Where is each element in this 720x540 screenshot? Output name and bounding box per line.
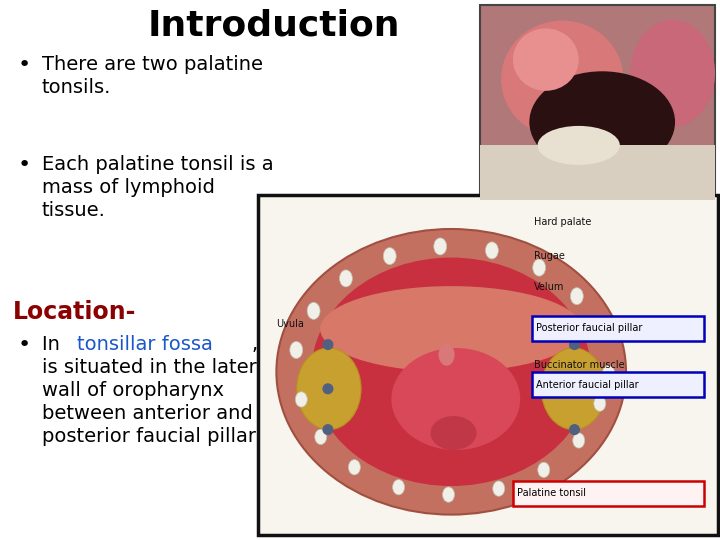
Ellipse shape bbox=[315, 429, 327, 444]
Ellipse shape bbox=[383, 248, 396, 265]
Ellipse shape bbox=[438, 343, 454, 366]
Text: Each palatine tonsil is a: Each palatine tonsil is a bbox=[42, 155, 274, 174]
Ellipse shape bbox=[290, 341, 302, 359]
Text: Anterior faucial pillar: Anterior faucial pillar bbox=[536, 380, 639, 389]
Ellipse shape bbox=[392, 348, 521, 450]
Text: •: • bbox=[18, 55, 31, 75]
Ellipse shape bbox=[392, 480, 405, 495]
Bar bbox=[480, 145, 715, 200]
Text: tonsillar fossa: tonsillar fossa bbox=[77, 335, 213, 354]
Ellipse shape bbox=[443, 487, 454, 502]
Text: tissue.: tissue. bbox=[42, 201, 106, 220]
Ellipse shape bbox=[311, 258, 591, 486]
Ellipse shape bbox=[348, 460, 361, 475]
Text: wall of oropharynx: wall of oropharynx bbox=[42, 381, 224, 400]
Text: Hard palate: Hard palate bbox=[534, 217, 591, 227]
Ellipse shape bbox=[295, 392, 307, 407]
Ellipse shape bbox=[276, 229, 626, 515]
Text: Posterior faucial pillar: Posterior faucial pillar bbox=[536, 323, 642, 333]
FancyBboxPatch shape bbox=[531, 372, 704, 397]
Text: In: In bbox=[42, 335, 66, 354]
Text: Velum: Velum bbox=[534, 282, 564, 292]
Ellipse shape bbox=[538, 126, 620, 165]
Circle shape bbox=[323, 383, 333, 394]
Text: tonsils.: tonsils. bbox=[42, 78, 112, 97]
Text: Introduction: Introduction bbox=[148, 8, 400, 42]
Circle shape bbox=[323, 339, 333, 350]
Text: Location-: Location- bbox=[13, 300, 136, 324]
Ellipse shape bbox=[541, 348, 606, 430]
Ellipse shape bbox=[297, 348, 361, 430]
Ellipse shape bbox=[501, 21, 624, 138]
Ellipse shape bbox=[595, 325, 607, 341]
Text: posterior faucial pillars.: posterior faucial pillars. bbox=[42, 427, 272, 446]
Ellipse shape bbox=[307, 302, 320, 319]
Ellipse shape bbox=[572, 433, 585, 448]
FancyBboxPatch shape bbox=[513, 481, 704, 506]
Ellipse shape bbox=[529, 71, 675, 173]
Ellipse shape bbox=[431, 416, 477, 450]
Circle shape bbox=[569, 424, 580, 435]
Ellipse shape bbox=[513, 29, 579, 91]
Text: , which: , which bbox=[252, 335, 321, 354]
Ellipse shape bbox=[594, 396, 606, 411]
Ellipse shape bbox=[602, 366, 615, 382]
Circle shape bbox=[569, 383, 580, 394]
Text: is situated in the lateral: is situated in the lateral bbox=[42, 358, 274, 377]
Circle shape bbox=[569, 339, 580, 350]
Ellipse shape bbox=[433, 238, 446, 255]
Text: Palatine tonsil: Palatine tonsil bbox=[517, 488, 586, 498]
Bar bbox=[258, 195, 718, 535]
Ellipse shape bbox=[570, 288, 583, 305]
Text: Uvula: Uvula bbox=[276, 319, 305, 329]
Text: •: • bbox=[18, 155, 31, 175]
Ellipse shape bbox=[320, 286, 582, 372]
Ellipse shape bbox=[631, 19, 715, 127]
Ellipse shape bbox=[533, 259, 546, 276]
Bar bbox=[480, 5, 715, 200]
Text: Rugae: Rugae bbox=[534, 251, 565, 261]
Ellipse shape bbox=[538, 462, 550, 477]
Text: There are two palatine: There are two palatine bbox=[42, 55, 263, 74]
Text: Buccinator muscle: Buccinator muscle bbox=[534, 360, 625, 370]
Text: •: • bbox=[18, 335, 31, 355]
Text: mass of lymphoid: mass of lymphoid bbox=[42, 178, 215, 197]
Ellipse shape bbox=[340, 270, 352, 287]
FancyBboxPatch shape bbox=[531, 316, 704, 341]
Circle shape bbox=[323, 424, 333, 435]
Text: between anterior and: between anterior and bbox=[42, 404, 253, 423]
Ellipse shape bbox=[485, 242, 498, 259]
Ellipse shape bbox=[492, 481, 505, 496]
